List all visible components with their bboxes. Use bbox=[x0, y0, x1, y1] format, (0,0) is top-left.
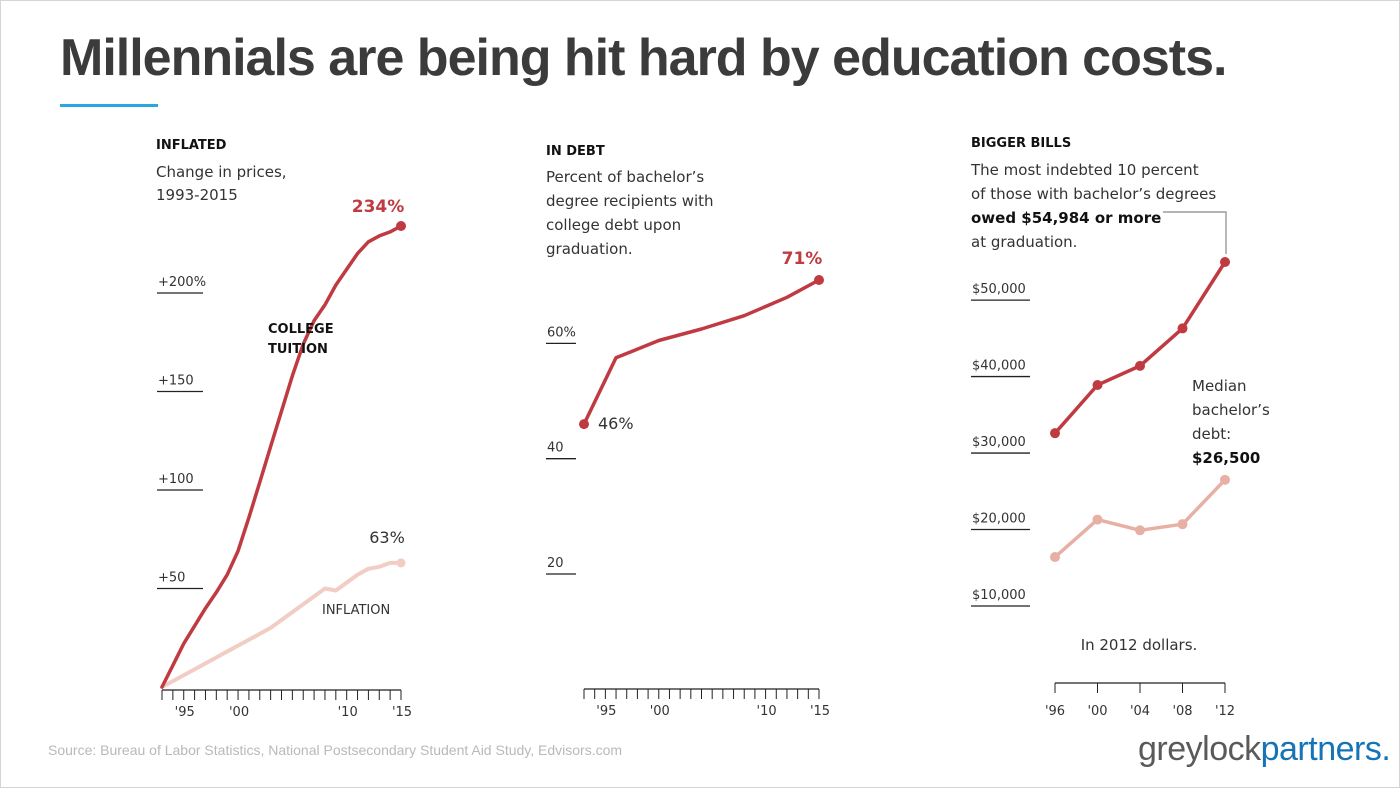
top-decile-debt-point bbox=[1177, 323, 1188, 334]
debt-share-end-point bbox=[814, 275, 824, 285]
chart3-subtitle-line: owed $54,984 or more bbox=[971, 209, 1161, 227]
chart3-subtitle-line: of those with bachelor’s degrees bbox=[971, 185, 1216, 203]
median-debt-label: bachelor’s bbox=[1192, 401, 1270, 419]
debt-share-start-point bbox=[579, 419, 589, 430]
chart3-heading: BIGGER BILLS bbox=[971, 136, 1071, 151]
chart1-x-tick-label: '95 bbox=[175, 705, 195, 720]
chart2-x-tick-label: '00 bbox=[650, 704, 670, 719]
college-tuition-series-label: TUITION bbox=[268, 342, 328, 357]
chart3-x-tick-label: '12 bbox=[1215, 704, 1235, 719]
title-accent-rule bbox=[60, 104, 158, 107]
chart1-y-tick-label: +50 bbox=[158, 570, 185, 585]
logo-text-greylock: greylock bbox=[1138, 730, 1261, 768]
source-note: Source: Bureau of Labor Statistics, Nati… bbox=[48, 742, 623, 758]
top-decile-debt-point bbox=[1050, 428, 1060, 439]
inflation-series-label: INFLATION bbox=[322, 603, 390, 618]
chart1-y-tick-label: +100 bbox=[158, 472, 194, 487]
chart3-x-tick-label: '00 bbox=[1087, 704, 1107, 719]
chart1-heading: INFLATED bbox=[156, 138, 227, 153]
chart2-subtitle-line: college debt upon bbox=[546, 216, 681, 234]
page-title: Millennials are being hit hard by educat… bbox=[60, 29, 1227, 87]
chart2-subtitle-line: graduation. bbox=[546, 240, 633, 258]
chart3-subtitle-line: at graduation. bbox=[971, 233, 1077, 251]
college-tuition-line bbox=[160, 224, 403, 689]
college-tuition-end-point bbox=[396, 221, 406, 231]
top-decile-debt-point bbox=[1220, 257, 1230, 267]
chart1-subtitle-line: Change in prices, bbox=[156, 163, 287, 181]
median-debt-label: Median bbox=[1192, 377, 1247, 395]
chart1-y-tick-label: +200% bbox=[158, 275, 206, 290]
chart3-x-tick-label: '04 bbox=[1130, 704, 1150, 719]
inflation-end-label: 63% bbox=[369, 528, 405, 547]
chart1-x-tick-label: '10 bbox=[338, 705, 358, 720]
chart2-x-tick-label: '15 bbox=[810, 704, 830, 719]
chart3-y-tick-label: $10,000 bbox=[972, 588, 1026, 603]
college-tuition-series-label: COLLEGE bbox=[268, 322, 334, 337]
chart3-y-tick-label: $30,000 bbox=[972, 435, 1026, 450]
chart2-heading: IN DEBT bbox=[546, 144, 605, 159]
chart3-y-tick-label: $50,000 bbox=[972, 282, 1026, 297]
chart3-y-tick-label: $20,000 bbox=[972, 512, 1026, 527]
chart2-y-tick-label: 40 bbox=[547, 441, 564, 456]
chart2-subtitle-line: Percent of bachelor’s bbox=[546, 168, 704, 186]
median-debt-point bbox=[1135, 525, 1145, 536]
chart2-x-tick-label: '10 bbox=[757, 704, 777, 719]
debt-share-start-label: 46% bbox=[598, 414, 634, 433]
top-decile-leader-line bbox=[1163, 211, 1227, 254]
median-debt-point bbox=[1177, 519, 1188, 530]
greylock-logo: greylockpartners. bbox=[1138, 730, 1391, 768]
debt-share-end-label: 71% bbox=[782, 249, 823, 269]
chart1-subtitle-line: 1993-2015 bbox=[156, 186, 238, 204]
chart3-subtitle-line: The most indebted 10 percent bbox=[970, 161, 1199, 179]
median-debt-label: debt: bbox=[1192, 425, 1231, 443]
median-debt-point bbox=[1220, 474, 1230, 485]
median-debt-value-label: $26,500 bbox=[1192, 449, 1260, 467]
debt-share-line bbox=[582, 278, 821, 426]
chart3-note: In 2012 dollars. bbox=[1081, 636, 1198, 654]
inflation-line bbox=[160, 560, 403, 689]
college-tuition-end-label: 234% bbox=[352, 197, 405, 217]
chart3-x-tick-label: '96 bbox=[1045, 704, 1065, 719]
top-decile-debt-point bbox=[1135, 360, 1145, 371]
chart2-subtitle-line: degree recipients with bbox=[546, 192, 714, 210]
median-debt-point bbox=[1050, 552, 1060, 563]
chart1-x-tick-label: '00 bbox=[229, 705, 249, 720]
median-debt-line bbox=[1053, 478, 1227, 559]
chart2-x-tick-label: '95 bbox=[596, 704, 616, 719]
inflation-end-point bbox=[396, 558, 406, 568]
chart3-y-tick-label: $40,000 bbox=[972, 359, 1026, 374]
median-debt-point bbox=[1092, 514, 1103, 525]
logo-text-partners: partners. bbox=[1260, 730, 1391, 768]
chart1-x-tick-label: '15 bbox=[392, 705, 412, 720]
chart2-y-tick-label: 60% bbox=[547, 325, 576, 340]
chart3-x-tick-label: '08 bbox=[1172, 704, 1192, 719]
chart2-y-tick-label: 20 bbox=[547, 556, 564, 571]
top-decile-debt-point bbox=[1092, 379, 1103, 390]
chart1-y-tick-label: +150 bbox=[158, 373, 194, 388]
